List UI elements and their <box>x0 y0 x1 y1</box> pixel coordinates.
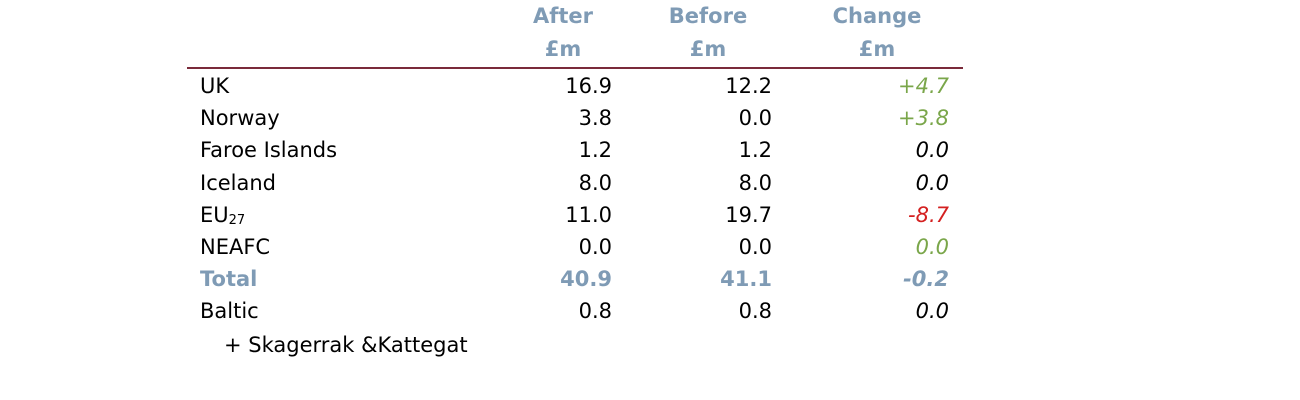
cell-after: 16.9 <box>565 74 612 98</box>
cell-after: 8.0 <box>578 170 612 195</box>
row-label-text: Baltic <box>200 299 259 324</box>
cell-change: -8.7 <box>908 202 949 227</box>
row-label-text: Norway <box>200 106 280 131</box>
row-label-text: EU <box>200 202 229 227</box>
row-label: UK <box>200 73 229 99</box>
row-label: Iceland <box>200 170 276 196</box>
cell-after: 0.8 <box>578 299 612 324</box>
row-label: NEAFC <box>200 234 270 260</box>
row-label: Norway <box>200 105 280 131</box>
row-label-text: Total <box>200 267 258 292</box>
cell-change: -0.2 <box>903 267 949 292</box>
column-title: Change <box>832 4 922 28</box>
cell-before: 1.2 <box>738 138 772 163</box>
cell-change: +4.7 <box>898 74 949 98</box>
cell-before: 0.0 <box>738 106 772 131</box>
row-label-text: NEAFC <box>200 235 271 259</box>
cell-change: 0.0 <box>915 170 949 195</box>
cell-before: 19.7 <box>725 202 772 227</box>
cell-after: 40.9 <box>560 267 612 292</box>
row-label-text: Iceland <box>200 170 277 195</box>
row-label-continuation: + Skagerrak &Kattegat <box>224 333 468 358</box>
cell-before: 0.8 <box>738 299 772 324</box>
cell-after: 3.8 <box>578 106 612 131</box>
header-rule <box>187 67 963 69</box>
cell-after: 11.0 <box>565 202 612 227</box>
cell-change: 0.0 <box>915 299 949 324</box>
cell-change: 0.0 <box>915 138 949 163</box>
cell-change: 0.0 <box>915 235 949 259</box>
cell-change: +3.8 <box>898 106 949 131</box>
row-label: Total <box>200 266 257 292</box>
row-label-subscript: 27 <box>228 212 246 228</box>
row-label-text: Faroe Islands <box>200 138 338 163</box>
cell-after: 0.0 <box>578 235 612 259</box>
cell-before: 0.0 <box>738 235 772 259</box>
row-label: Baltic <box>200 298 259 324</box>
row-label: EU27 <box>200 202 245 234</box>
column-title: Before <box>668 4 748 28</box>
cell-before: 12.2 <box>725 74 772 98</box>
row-label-text: UK <box>200 74 230 98</box>
row-label: Faroe Islands <box>200 137 337 163</box>
column-unit: £m <box>858 37 896 61</box>
cell-before: 8.0 <box>738 170 772 195</box>
column-unit: £m <box>689 37 727 61</box>
column-unit: £m <box>544 37 582 61</box>
cell-before: 41.1 <box>720 267 772 292</box>
column-title: After <box>532 4 594 28</box>
cell-after: 1.2 <box>578 138 612 163</box>
